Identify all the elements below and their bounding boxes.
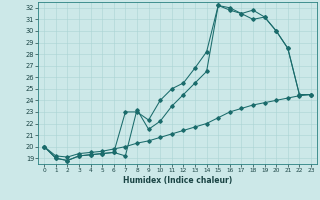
X-axis label: Humidex (Indice chaleur): Humidex (Indice chaleur) — [123, 176, 232, 185]
